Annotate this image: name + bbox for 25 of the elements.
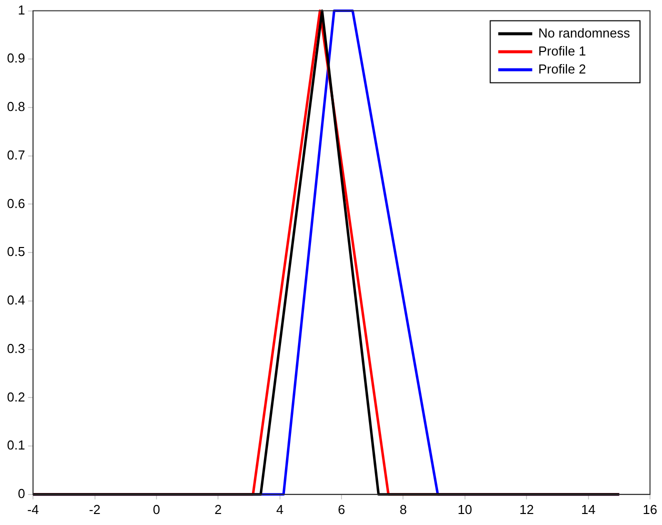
x-tick-label: -2 (88, 502, 101, 517)
y-tick-label: 0.6 (6, 196, 26, 211)
legend-label: Profile 1 (538, 43, 586, 58)
x-tick-label: 6 (338, 502, 346, 517)
x-tick-label: 16 (642, 502, 658, 517)
x-tick-label: 2 (214, 502, 222, 517)
x-tick-label: 10 (458, 502, 472, 517)
y-tick-label: 0.4 (6, 292, 26, 308)
y-tick-label: 0.2 (6, 389, 26, 404)
x-tick-label: 0 (152, 502, 160, 517)
y-tick-label: 0 (18, 486, 26, 501)
y-tick-label: 0.9 (6, 50, 26, 66)
legend-label: No randomness (538, 25, 630, 40)
x-tick-label: 4 (276, 502, 284, 517)
y-tick-label: 0.7 (6, 147, 26, 162)
y-tick-label: 0.1 (6, 438, 26, 453)
legend-label: Profile 2 (538, 61, 586, 76)
x-tick-label: 8 (400, 502, 407, 517)
x-tick-label: 12 (519, 502, 534, 517)
x-tick-label: -4 (27, 502, 39, 517)
y-tick-label: 0.8 (6, 99, 26, 114)
y-tick-label: 1 (18, 2, 26, 18)
x-tick-label: 14 (581, 502, 596, 517)
y-tick-label: 0.5 (6, 244, 26, 260)
y-tick-label: 0.3 (6, 340, 26, 356)
